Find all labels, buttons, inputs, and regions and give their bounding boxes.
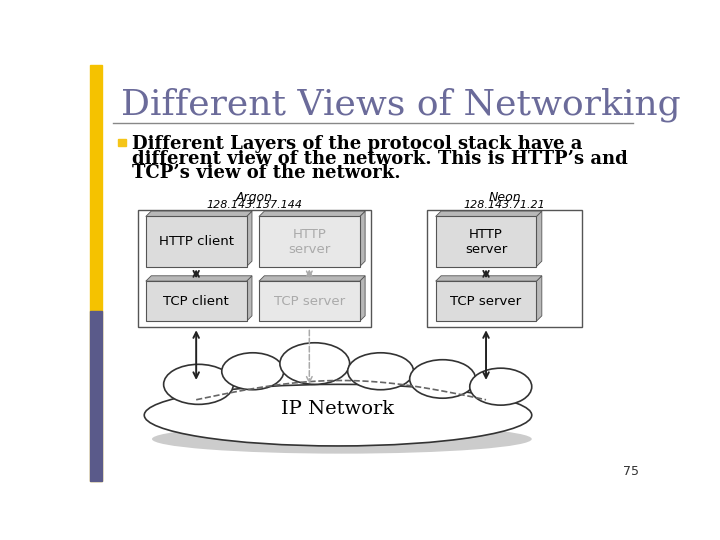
Bar	[145, 281, 246, 321]
Polygon shape	[436, 276, 542, 281]
Polygon shape	[360, 211, 365, 267]
Bar	[138, 210, 371, 327]
Text: TCP server: TCP server	[451, 295, 521, 308]
Bar	[90, 65, 102, 481]
Bar	[118, 139, 126, 146]
Bar	[259, 217, 360, 267]
Polygon shape	[360, 276, 365, 321]
Text: Argon: Argon	[236, 191, 273, 204]
Text: TCP client: TCP client	[163, 295, 229, 308]
Ellipse shape	[348, 353, 413, 390]
Polygon shape	[259, 211, 365, 217]
Ellipse shape	[152, 424, 532, 454]
Bar	[427, 210, 582, 327]
Bar	[145, 217, 246, 267]
Ellipse shape	[469, 368, 532, 405]
Bar	[259, 281, 360, 321]
Text: 75: 75	[623, 465, 639, 478]
Polygon shape	[259, 276, 365, 281]
Text: IP Network: IP Network	[282, 400, 395, 418]
Text: HTTP
server: HTTP server	[465, 227, 507, 255]
Polygon shape	[246, 276, 252, 321]
Text: Different Views of Networking: Different Views of Networking	[121, 87, 680, 122]
Ellipse shape	[410, 360, 476, 398]
Polygon shape	[536, 211, 542, 267]
Polygon shape	[145, 276, 252, 281]
Polygon shape	[145, 211, 252, 217]
Bar	[436, 217, 536, 267]
Polygon shape	[246, 211, 252, 267]
Polygon shape	[436, 211, 542, 217]
Text: HTTP client: HTTP client	[158, 235, 234, 248]
Ellipse shape	[163, 364, 233, 404]
Text: different view of the network. This is HTTP’s and: different view of the network. This is H…	[132, 150, 628, 168]
Text: TCP’s view of the network.: TCP’s view of the network.	[132, 164, 400, 183]
Ellipse shape	[222, 353, 284, 390]
Ellipse shape	[280, 343, 350, 384]
Text: Neon: Neon	[488, 191, 521, 204]
Text: TCP server: TCP server	[274, 295, 345, 308]
Text: 128.143.71.21: 128.143.71.21	[464, 200, 546, 210]
Bar	[436, 281, 536, 321]
Bar	[90, 311, 102, 481]
Text: Different Layers of the protocol stack have a: Different Layers of the protocol stack h…	[132, 135, 582, 153]
Text: 128.143.137.144: 128.143.137.144	[207, 200, 302, 210]
Polygon shape	[536, 276, 542, 321]
Text: HTTP
server: HTTP server	[288, 227, 330, 255]
Ellipse shape	[144, 384, 532, 446]
